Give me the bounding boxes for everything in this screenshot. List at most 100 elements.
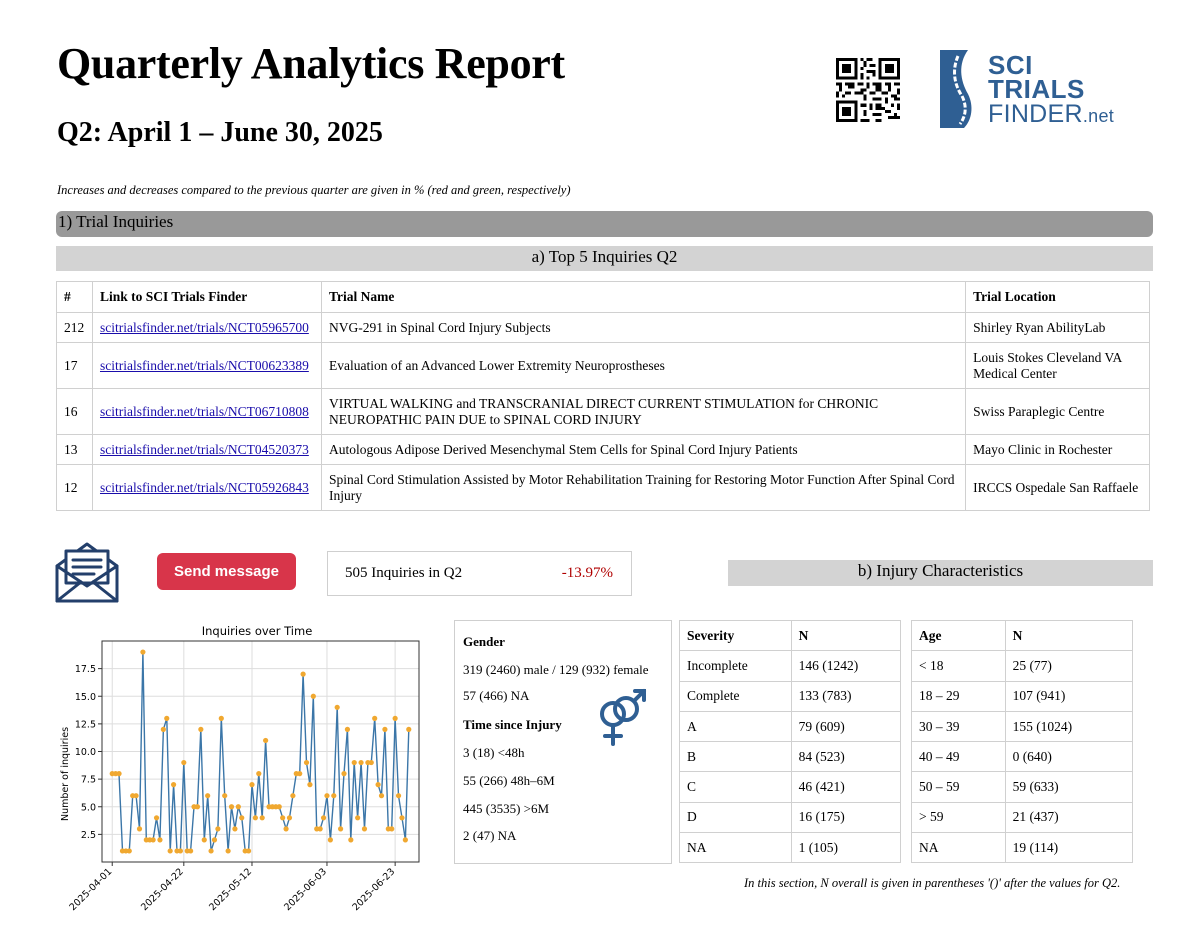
- table-row: Incomplete 146 (1242): [679, 650, 902, 682]
- severity-table: Severity N Incomplete 146 (1242) Complete…: [679, 619, 902, 864]
- age-value: 0 (640): [1004, 741, 1134, 773]
- data-point: [263, 737, 269, 744]
- plot-frame: [101, 640, 420, 863]
- severity-label: A: [679, 710, 792, 743]
- column-header: Trial Name: [320, 281, 967, 313]
- data-point: [201, 837, 207, 843]
- data-point: [389, 826, 395, 832]
- inquiries-change: -13.97%: [561, 565, 613, 581]
- gender-symbol-icon: [600, 689, 646, 746]
- inquiry-count: 12: [56, 464, 93, 511]
- data-point: [228, 804, 235, 810]
- table-row: D 16 (175): [679, 801, 902, 834]
- x-tick-label: 2025-04-01: [68, 866, 115, 913]
- trial-link[interactable]: scitrialsfinder.net/trials/NCT00623389: [99, 357, 309, 373]
- age-table: Age N < 18 25 (77) 18 – 29 107 (941) 30 – …: [911, 619, 1134, 864]
- data-point: [126, 848, 132, 854]
- section-trial-inquiries: 1) Trial Inquiries: [56, 211, 1153, 237]
- column-header: N: [1004, 619, 1134, 652]
- change-legend-note: Increases and decreases compared to the …: [57, 183, 571, 197]
- data-point: [392, 715, 398, 721]
- data-point: [361, 826, 368, 832]
- data-point: [177, 848, 183, 854]
- table-header-row: Age N: [911, 619, 1134, 652]
- report-title: Quarterly Analytics Report: [57, 39, 565, 88]
- trial-link[interactable]: scitrialsfinder.net/trials/NCT05965700: [99, 319, 309, 335]
- table-header-row: Severity N: [679, 619, 902, 652]
- table-row: 17 scitrialsfinder.net/trials/NCT0062338…: [56, 342, 1150, 389]
- table-row: NA 19 (114): [911, 832, 1134, 864]
- table-row: B 84 (523): [679, 741, 902, 773]
- table-row: 30 – 39 155 (1024): [911, 710, 1134, 743]
- series-line: [112, 652, 410, 852]
- data-point: [232, 826, 238, 832]
- age-label: NA: [911, 832, 1006, 864]
- severity-value: 46 (421): [790, 771, 902, 803]
- trial-link[interactable]: scitrialsfinder.net/trials/NCT04520373: [99, 441, 309, 457]
- age-label: 50 – 59: [911, 771, 1006, 803]
- data-point: [402, 837, 408, 843]
- table-row: C 46 (421): [679, 771, 902, 803]
- inquiry-count: 17: [56, 342, 93, 389]
- data-point: [245, 848, 252, 854]
- age-value: 21 (437): [1004, 801, 1134, 834]
- trial-name: Spinal Cord Stimulation Assisted by Moto…: [320, 464, 967, 511]
- injury-characteristics-heading: b) Injury Characteristics: [728, 560, 1153, 586]
- data-point: [307, 782, 313, 788]
- data-point: [320, 815, 327, 821]
- data-point: [368, 759, 374, 766]
- trial-name: VIRTUAL WALKING and TRANSCRANIAL DIRECT …: [320, 388, 967, 435]
- data-point: [218, 715, 224, 721]
- gender-na: 57 (466) NA: [463, 688, 530, 703]
- severity-value: 79 (609): [790, 710, 902, 743]
- data-point: [283, 826, 289, 832]
- data-point: [116, 771, 122, 777]
- column-header: Severity: [679, 619, 792, 652]
- time-over-6m: 445 (3535) >6M: [463, 801, 550, 816]
- logo-text-net: .net: [1082, 106, 1115, 126]
- top5-trials-table: # Link to SCI Trials Finder Trial Name T…: [56, 281, 1150, 511]
- data-point: [406, 726, 412, 732]
- table-row: 50 – 59 59 (633): [911, 771, 1134, 803]
- column-header: #: [56, 281, 93, 313]
- data-point: [399, 815, 405, 821]
- column-header: N: [790, 619, 902, 652]
- data-point: [140, 649, 146, 655]
- table-row: A 79 (609): [679, 710, 902, 743]
- table-row: NA 1 (105): [679, 832, 902, 864]
- data-point: [235, 804, 241, 810]
- data-point: [153, 815, 160, 821]
- severity-value: 146 (1242): [790, 650, 902, 682]
- x-tick-label: 2025-05-12: [207, 866, 254, 913]
- data-point: [338, 826, 344, 832]
- table-row: 212 scitrialsfinder.net/trials/NCT059657…: [56, 312, 1150, 343]
- column-header: Trial Location: [965, 281, 1150, 313]
- qr-code: [836, 58, 900, 122]
- trial-link[interactable]: scitrialsfinder.net/trials/NCT06710808: [99, 403, 309, 419]
- data-point: [310, 693, 316, 699]
- data-point: [157, 837, 163, 843]
- time-na: 2 (47) NA: [463, 828, 517, 843]
- data-point: [341, 771, 347, 777]
- envelope-icon[interactable]: [54, 540, 120, 604]
- logo-text-finder-word: FINDER: [988, 100, 1083, 128]
- inquiries-count: 505 Inquiries in Q2: [345, 565, 463, 581]
- chart-title: Inquiries over Time: [202, 624, 313, 638]
- data-point: [259, 815, 265, 821]
- y-tick-label: 5.0: [81, 802, 96, 813]
- data-point: [286, 815, 293, 821]
- data-point: [136, 826, 143, 832]
- data-point: [249, 782, 255, 788]
- trial-link[interactable]: scitrialsfinder.net/trials/NCT05926843: [99, 479, 309, 495]
- logo-text-sci: SCI: [988, 50, 1033, 80]
- logo-text-trials: TRIALS: [988, 74, 1085, 104]
- age-value: 19 (114): [1004, 832, 1134, 864]
- trial-location: Swiss Paraplegic Centre: [965, 388, 1150, 435]
- time-under-48h: 3 (18) <48h: [463, 745, 525, 760]
- data-point: [382, 726, 388, 732]
- age-value: 155 (1024): [1004, 710, 1134, 743]
- table-row: 18 – 29 107 (941): [911, 680, 1134, 712]
- column-header: Age: [911, 619, 1006, 652]
- send-message-button[interactable]: Send message: [157, 553, 296, 590]
- trial-name: Evaluation of an Advanced Lower Extremit…: [320, 342, 967, 389]
